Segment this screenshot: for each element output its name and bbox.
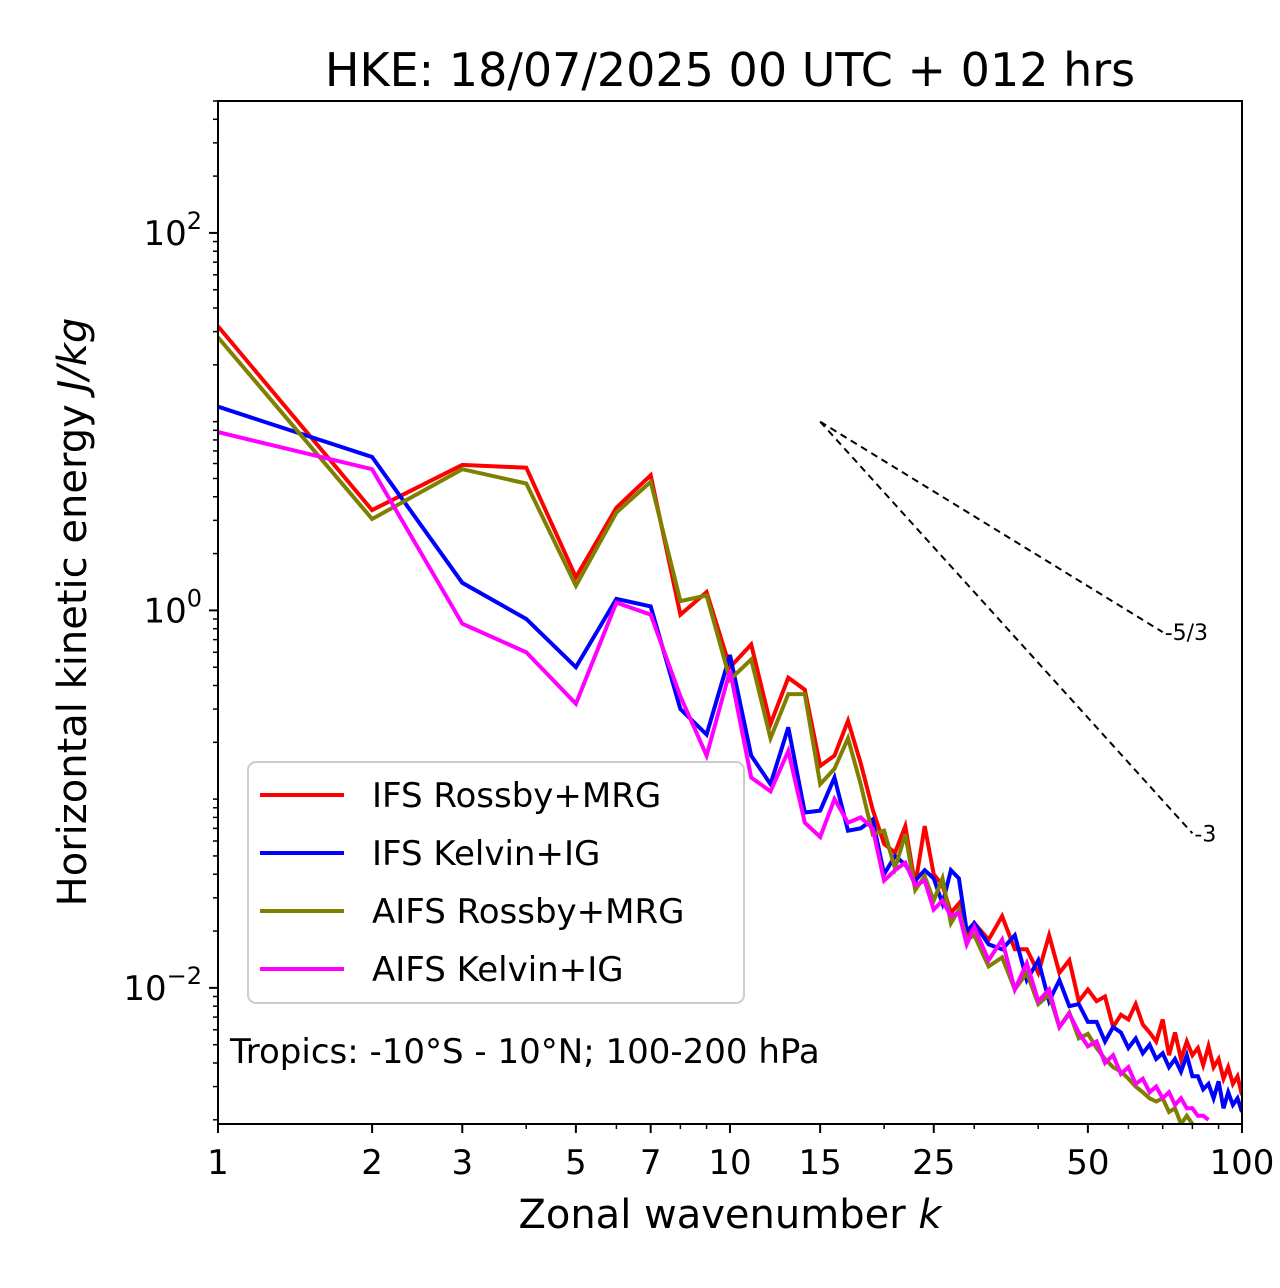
series-line <box>218 325 1242 1096</box>
x-tick-label: 1 <box>207 1143 229 1183</box>
legend-box <box>247 761 745 1004</box>
x-tick-label: 7 <box>640 1143 662 1183</box>
y-tick-exponent: −2 <box>167 962 202 990</box>
y-axis-label-text: Horizontal kinetic energy <box>50 404 96 906</box>
y-tick-base: 10 <box>143 591 186 631</box>
legend-label: IFS Rossby+MRG <box>372 776 661 816</box>
legend: IFS Rossby+MRG IFS Kelvin+IG AIFS Rossby+M… <box>247 761 745 1004</box>
x-axis-label: Zonal wavenumber k <box>518 1192 943 1238</box>
y-tick-exponent: 0 <box>187 584 202 612</box>
x-tick-labels: 1 2 3 5 7 10 15 25 50 100 <box>207 1143 1274 1183</box>
region-annotation: Tropics: -10°S - 10°N; 100-200 hPa <box>229 1032 820 1072</box>
series-line <box>218 404 1242 1113</box>
x-tick-label: 50 <box>1066 1143 1109 1183</box>
x-tick-label: 2 <box>361 1143 383 1183</box>
legend-label: IFS Kelvin+IG <box>372 834 600 874</box>
x-tick-label: 15 <box>799 1143 842 1183</box>
x-axis-label-var: k <box>918 1192 943 1238</box>
reference-slope-labels: -5/3 -3 <box>1165 621 1217 847</box>
x-tick-label: 25 <box>912 1143 955 1183</box>
y-tick-label: 102 <box>143 207 202 254</box>
y-tick-label: 10−2 <box>123 962 202 1009</box>
series-line <box>218 430 1210 1122</box>
x-tick-label: 5 <box>565 1143 587 1183</box>
y-tick-exponent: 2 <box>187 207 202 235</box>
chart-title: HKE: 18/07/2025 00 UTC + 012 hrs <box>325 43 1135 97</box>
x-axis-label-text: Zonal wavenumber <box>518 1192 906 1238</box>
reference-slope-line <box>819 420 1194 834</box>
y-axis-label: Horizontal kinetic energy J/kg <box>50 318 96 907</box>
x-tick-label: 10 <box>708 1143 751 1183</box>
legend-label: AIFS Kelvin+IG <box>372 950 624 990</box>
legend-label: AIFS Rossby+MRG <box>372 892 684 932</box>
legend-items: IFS Rossby+MRG IFS Kelvin+IG AIFS Rossby+M… <box>260 776 684 990</box>
y-axis-label-unit: J/kg <box>50 318 96 399</box>
y-tick-base: 10 <box>123 969 166 1009</box>
reference-slope-lines <box>819 420 1194 834</box>
series-lines <box>218 325 1242 1124</box>
x-tick-label: 100 <box>1210 1143 1275 1183</box>
y-tick-base: 10 <box>143 214 186 254</box>
reference-slope-label: -5/3 <box>1165 621 1208 646</box>
y-tick-label: 100 <box>143 584 202 631</box>
plot-frame <box>217 100 1243 1125</box>
x-tick-label: 3 <box>451 1143 473 1183</box>
reference-slope-label: -3 <box>1194 822 1216 847</box>
major-ticks <box>209 231 1243 1133</box>
